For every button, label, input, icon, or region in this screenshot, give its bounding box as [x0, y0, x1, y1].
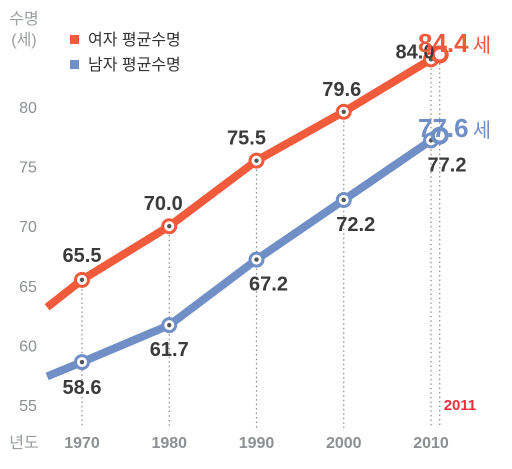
female-value-label-1970: 65.5 [63, 245, 102, 267]
x-tick-label-2010: 2010 [413, 435, 449, 452]
female-end-point [430, 45, 449, 64]
male-value-label-1990: 67.2 [249, 274, 288, 296]
female-value-label-1980: 70.0 [144, 193, 183, 215]
female-point-dot-1990 [254, 158, 259, 163]
data-labels: 65.5 70.0 75.5 79.6 84.0 58.6 61.7 67.2 72.2 77.2… [63, 28, 491, 414]
y-tick-label-70: 70 [19, 219, 37, 236]
x-tick-label-1970: 1970 [64, 435, 100, 452]
male-legend-swatch [70, 60, 79, 69]
series-lines [44, 51, 442, 381]
male-legend-label: 남자 평균수명 [88, 56, 181, 74]
female-point-dot-1980 [167, 224, 172, 229]
male-end-point [430, 126, 449, 145]
y-tick-label-55: 55 [19, 398, 37, 415]
female-point-dot-1970 [79, 277, 85, 283]
y-tick-label-80: 80 [19, 100, 37, 117]
y-axis-unit-label-0: 수명 [9, 10, 38, 28]
vertical-guides [81, 54, 441, 428]
female-final-value: 84.4 세 [418, 28, 491, 58]
female-legend-label: 여자 평균수명 [88, 31, 181, 49]
x-tick-label-2000: 2000 [326, 435, 362, 452]
y-tick-label-60: 60 [19, 338, 37, 355]
female-value-label-2010: 84.0 [396, 41, 435, 63]
y-tick-label-65: 65 [19, 279, 37, 296]
x-tick-label-1990: 1990 [239, 435, 275, 452]
female-legend-swatch [70, 35, 79, 44]
male-point-dot-1990 [254, 257, 259, 262]
series-markers [74, 45, 449, 371]
male-point-dot-2000 [341, 197, 346, 203]
y-tick-label-75: 75 [19, 160, 37, 177]
female-value-label-1990: 75.5 [227, 128, 266, 150]
highlight-year-label: 2011 [444, 397, 477, 414]
axes: 55 60 65 70 75 80 1970 1980 1990 2000 2010 수명 (세) 년도 [9, 10, 449, 452]
female-point-dot-2000 [341, 109, 346, 114]
x-axis-unit-label: 년도 [9, 434, 38, 452]
female-value-label-2000: 79.6 [322, 79, 361, 101]
male-value-label-2010: 77.2 [428, 154, 467, 176]
male-final-value: 77.6 세 [418, 113, 491, 143]
male-value-label-2000: 72.2 [336, 214, 375, 236]
x-tick-label-1980: 1980 [151, 435, 187, 452]
y-axis-unit-label-1: (세) [11, 31, 36, 49]
male-value-label-1980: 61.7 [150, 339, 189, 361]
male-point-dot-1970 [79, 359, 85, 365]
male-value-label-1970: 58.6 [63, 377, 102, 399]
male-point-dot-1980 [167, 322, 172, 328]
